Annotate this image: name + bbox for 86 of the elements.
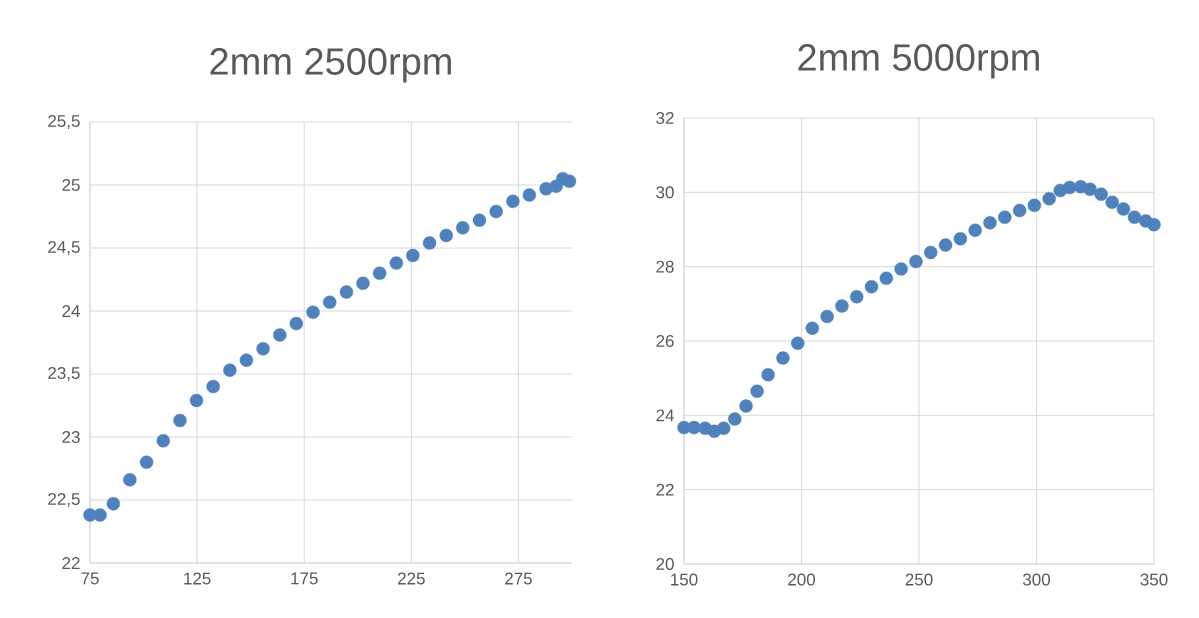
point [256, 342, 270, 356]
point [239, 353, 254, 367]
point [728, 412, 742, 426]
chart-title: 2mm 5000rpm [798, 44, 1039, 79]
point [1127, 210, 1142, 224]
point [750, 384, 764, 398]
point [439, 228, 453, 243]
point [273, 328, 287, 342]
point [864, 280, 879, 294]
point [1147, 217, 1161, 232]
point [1083, 182, 1097, 197]
point [791, 336, 805, 350]
point [106, 497, 121, 511]
point [406, 248, 420, 263]
point [938, 238, 953, 252]
point [356, 276, 370, 290]
y-tick-label: 32 [656, 111, 674, 125]
y-tick-label: 30 [656, 186, 674, 199]
point [805, 321, 820, 336]
x-tick-label: 150 [671, 573, 698, 586]
point [983, 216, 997, 230]
chart-title: 2mm 2500rpm [210, 48, 451, 83]
point [835, 299, 849, 313]
point [820, 309, 834, 324]
y-tick-label: 25 [62, 178, 80, 192]
point [879, 271, 894, 285]
point [953, 232, 968, 246]
y-tick-label: 24 [62, 305, 80, 317]
point [739, 399, 753, 413]
y-tick-label: 22 [656, 483, 674, 496]
point [389, 256, 404, 270]
point [850, 290, 864, 304]
point [1042, 191, 1056, 206]
point [776, 351, 790, 365]
point [323, 295, 337, 309]
y-tick-label: 23 [62, 430, 80, 444]
point [506, 194, 520, 209]
point [472, 213, 487, 227]
point [968, 223, 982, 237]
point [339, 285, 354, 299]
point [909, 254, 923, 269]
point [924, 245, 938, 260]
y-tick-label: 26 [656, 334, 674, 348]
point [422, 236, 437, 250]
point [1116, 202, 1131, 216]
x-tick-label: 125 [184, 572, 211, 585]
y-tick-label: 22 [62, 557, 80, 569]
point [306, 305, 320, 319]
point [1062, 180, 1077, 195]
point [206, 379, 220, 394]
x-tick-label: 275 [505, 572, 532, 585]
point [93, 508, 107, 522]
point [998, 210, 1012, 224]
y-tick-label: 22,5 [48, 492, 80, 508]
x-tick-label: 250 [905, 573, 933, 586]
point [173, 413, 187, 428]
point [139, 455, 154, 469]
x-tick-label: 225 [398, 572, 425, 585]
x-tick-label: 75 [81, 572, 99, 585]
x-tick-label: 300 [1022, 573, 1051, 586]
point [1094, 187, 1108, 201]
point [123, 473, 137, 487]
point [717, 421, 731, 436]
point [456, 221, 470, 235]
x-tick-label: 350 [1140, 573, 1168, 586]
point [372, 266, 387, 280]
point [223, 363, 237, 377]
point [489, 204, 503, 219]
x-tick-label: 200 [788, 573, 816, 586]
x-tick-label: 175 [291, 572, 318, 585]
y-tick-label: 23,5 [48, 366, 80, 382]
point [156, 434, 170, 448]
point [894, 262, 908, 276]
y-tick-label: 28 [656, 260, 674, 273]
point [761, 368, 775, 382]
point [522, 188, 537, 202]
point [289, 316, 304, 331]
point [1105, 195, 1119, 210]
point [1027, 198, 1042, 213]
point [562, 174, 577, 188]
y-tick-label: 25,5 [48, 114, 80, 130]
y-tick-label: 24 [656, 409, 674, 422]
point [1012, 203, 1027, 218]
point [189, 393, 204, 408]
y-tick-label: 24,5 [48, 240, 80, 256]
y-tick-label: 20 [656, 557, 674, 571]
